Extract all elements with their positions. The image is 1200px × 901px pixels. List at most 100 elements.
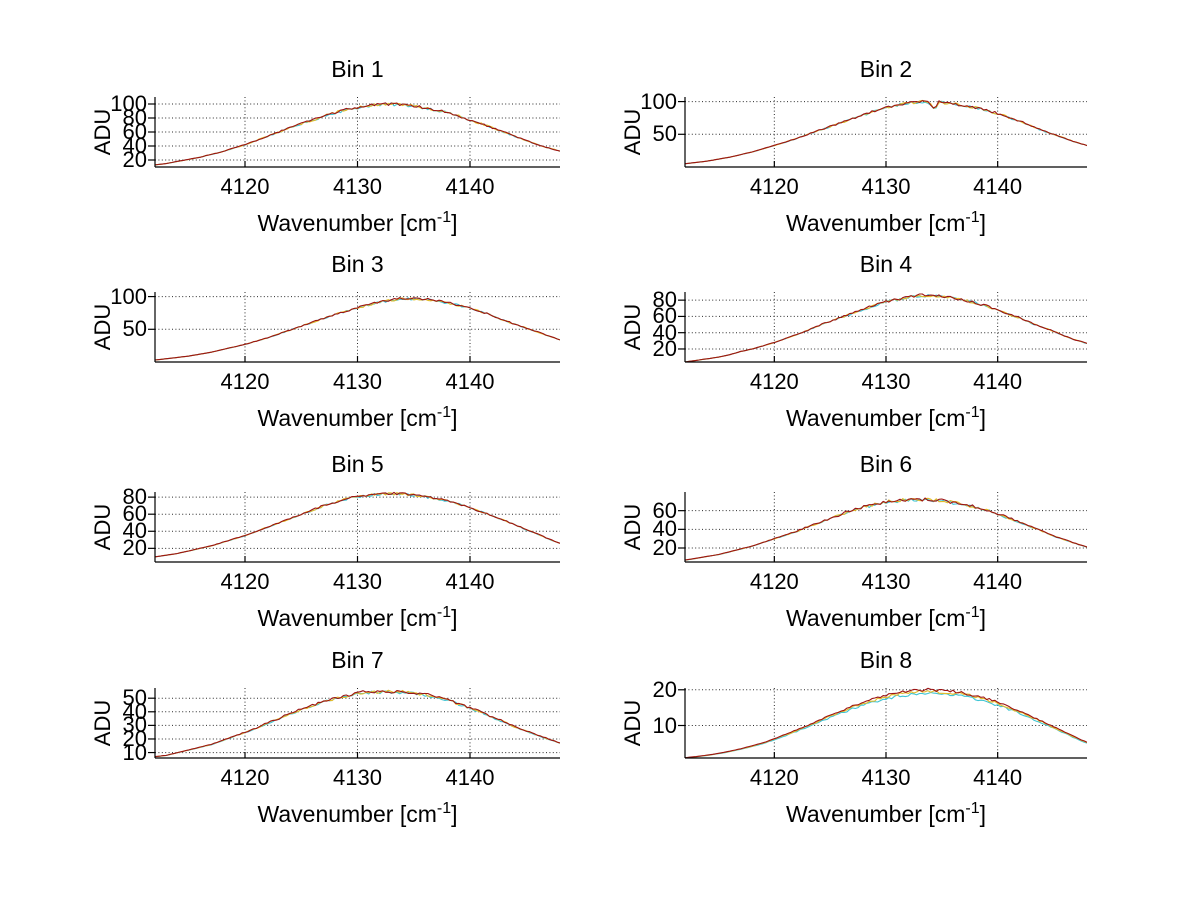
x-tick-label: 4120 (220, 174, 270, 199)
trace-red (685, 687, 1087, 759)
x-tick-label: 4140 (445, 369, 495, 394)
y-tick-label: 20 (652, 335, 677, 361)
x-axis-label-close: ] (451, 210, 458, 236)
x-axis-label: Wavenumber [cm-1] (685, 800, 1087, 830)
y-tick-label: 20 (122, 147, 147, 172)
y-tick-label: 10 (122, 739, 147, 765)
trace-yellow (685, 99, 1087, 165)
x-axis-label-superscript: -1 (436, 604, 452, 621)
x-axis-label-superscript: -1 (965, 604, 980, 621)
axis-lines (678, 97, 1087, 168)
trace-cyan (155, 690, 560, 758)
y-tick-label: 50 (122, 685, 147, 711)
x-tick-label: 4120 (749, 765, 799, 790)
trace-red (155, 690, 560, 758)
trace-red (685, 293, 1087, 363)
y-tick-label: 50 (652, 121, 677, 147)
subplot-title: Bin 3 (331, 251, 384, 277)
y-tick-label: 40 (122, 518, 147, 544)
x-axis-label-main: Wavenumber [cm (257, 605, 437, 631)
x-axis-label-close: ] (979, 801, 986, 827)
x-axis-label-close: ] (979, 605, 986, 631)
y-tick-label: 20 (652, 535, 677, 560)
y-tick-label: 60 (122, 119, 147, 144)
y-tick-label: 100 (110, 91, 147, 116)
trace-red (155, 102, 560, 166)
x-axis-label-main: Wavenumber [cm (786, 405, 966, 431)
x-tick-label: 4130 (333, 569, 382, 594)
subplot-title: Bin 8 (859, 647, 913, 673)
y-tick-label: 20 (652, 676, 677, 702)
x-tick-label: 4130 (333, 765, 382, 790)
axis-lines (678, 688, 1087, 759)
x-axis-label-close: ] (451, 605, 458, 631)
x-axis-label-main: Wavenumber [cm (786, 801, 966, 827)
subplot-axes (148, 491, 560, 563)
y-tick-label: 20 (122, 535, 147, 561)
x-tick-label: 4120 (220, 369, 270, 394)
x-tick-label: 4140 (445, 569, 495, 594)
x-tick-label: 4130 (861, 369, 911, 394)
grid-lines (685, 292, 1087, 362)
y-tick-label: 80 (122, 484, 147, 510)
y-tick-label: 60 (652, 497, 677, 523)
subplot-title: Bin 2 (859, 56, 913, 82)
x-axis-label-main: Wavenumber [cm (257, 405, 437, 431)
y-tick-label: 40 (652, 319, 677, 345)
x-axis-label: Wavenumber [cm-1] (155, 404, 560, 434)
subplot-axes (678, 687, 1087, 759)
axis-lines (148, 688, 560, 759)
trace-yellow (685, 294, 1087, 363)
subplot-axes (678, 492, 1087, 563)
x-axis-label: Wavenumber [cm-1] (685, 209, 1087, 239)
x-axis-label: Wavenumber [cm-1] (155, 604, 560, 634)
y-tick-label: 10 (652, 712, 677, 738)
x-tick-label: 4120 (220, 569, 270, 594)
subplot-title: Bin 4 (859, 251, 913, 277)
y-tick-label: 100 (640, 88, 677, 114)
x-tick-label: 4120 (220, 765, 270, 790)
x-axis-label-close: ] (979, 405, 986, 431)
x-axis-label-superscript: -1 (965, 209, 980, 226)
trace-red (155, 297, 560, 361)
trace-red (685, 497, 1087, 561)
trace-cyan (685, 294, 1087, 363)
x-axis-label-main: Wavenumber [cm (786, 210, 966, 236)
x-axis-label-close: ] (451, 801, 458, 827)
x-tick-label: 4130 (333, 369, 382, 394)
x-tick-label: 4140 (445, 765, 495, 790)
grid-lines (155, 688, 560, 758)
subplot-axes (148, 688, 560, 759)
y-tick-label: 40 (122, 698, 147, 724)
axis-lines (678, 492, 1087, 563)
y-tick-label: 60 (122, 501, 147, 527)
y-tick-label: 80 (122, 105, 147, 130)
subplot-title: Bin 1 (331, 56, 384, 82)
x-tick-label: 4130 (861, 569, 911, 594)
axis-lines (678, 292, 1087, 363)
x-axis-label-main: Wavenumber [cm (257, 801, 437, 827)
grid-lines (685, 97, 1087, 167)
subplot-axes (678, 292, 1087, 363)
x-axis-label: Wavenumber [cm-1] (155, 209, 560, 239)
x-tick-label: 4120 (749, 369, 799, 394)
grid-lines (155, 492, 560, 562)
y-tick-label: 30 (122, 712, 147, 738)
x-tick-label: 4130 (333, 174, 382, 199)
x-axis-label-main: Wavenumber [cm (257, 210, 437, 236)
axis-lines (148, 492, 560, 563)
x-tick-label: 4140 (973, 174, 1023, 199)
y-tick-label: 100 (110, 283, 147, 309)
subplot-axes (148, 292, 560, 363)
x-axis-label-main: Wavenumber [cm (786, 605, 966, 631)
grid-lines (685, 492, 1087, 562)
x-tick-label: 4120 (749, 174, 799, 199)
x-axis-label-close: ] (979, 210, 986, 236)
subplot-title: Bin 7 (331, 647, 384, 673)
axis-lines (148, 292, 560, 363)
x-axis-label-superscript: -1 (965, 800, 980, 817)
axis-lines (148, 97, 560, 168)
grid-lines (685, 688, 1087, 758)
x-tick-label: 4140 (445, 174, 495, 199)
